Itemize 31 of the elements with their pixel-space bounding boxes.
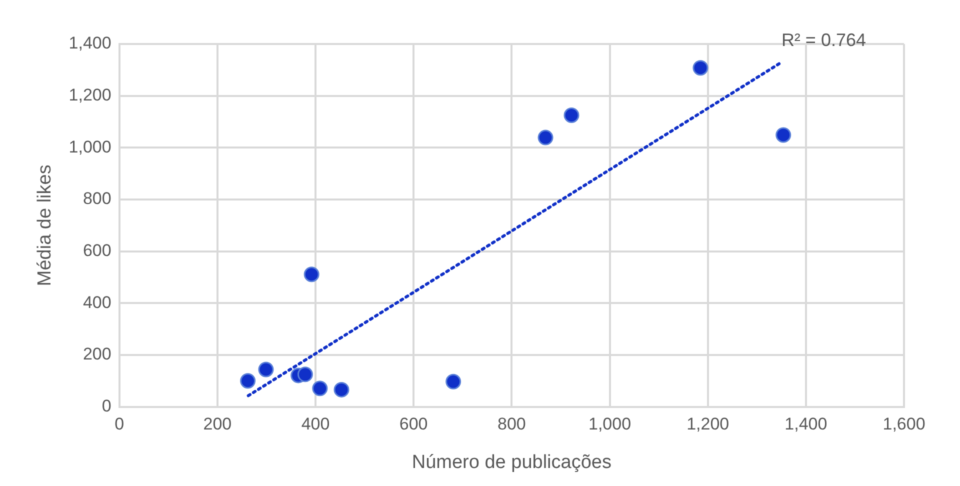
x-tick-label: 1,600 bbox=[882, 414, 926, 434]
x-tick-label: 1,000 bbox=[588, 414, 632, 434]
point bbox=[334, 382, 350, 398]
point bbox=[240, 373, 256, 389]
x-tick-label: 0 bbox=[114, 414, 124, 434]
y-tick-label: 1,400 bbox=[68, 34, 112, 53]
x-tick-label: 1,200 bbox=[686, 414, 730, 434]
point bbox=[304, 266, 320, 282]
point bbox=[258, 362, 274, 378]
x-tick-label: 800 bbox=[497, 414, 526, 434]
y-axis-title: Média de likes bbox=[34, 164, 56, 286]
y-tick-label: 800 bbox=[82, 189, 112, 208]
point bbox=[564, 108, 580, 124]
x-tick-label: 1,400 bbox=[784, 414, 828, 434]
point bbox=[776, 127, 792, 143]
x-tick-label: 200 bbox=[203, 414, 232, 434]
y-tick-label: 200 bbox=[82, 344, 112, 364]
y-tick-label: 1,000 bbox=[68, 137, 112, 156]
y-tick-label: 400 bbox=[82, 292, 112, 312]
annotation: R² = 0.764 bbox=[781, 30, 866, 50]
x-axis-title: Número de publicações bbox=[412, 452, 612, 473]
point bbox=[538, 130, 554, 146]
x-tick-label: 600 bbox=[399, 414, 428, 434]
point bbox=[692, 60, 708, 76]
y-tick-label: 0 bbox=[102, 396, 112, 416]
x-tick-label: 400 bbox=[301, 414, 330, 434]
y-tick-label: 600 bbox=[82, 241, 112, 260]
y-tick-label: 1,200 bbox=[68, 86, 112, 105]
point bbox=[297, 366, 313, 382]
point bbox=[312, 380, 328, 396]
point bbox=[446, 374, 462, 390]
